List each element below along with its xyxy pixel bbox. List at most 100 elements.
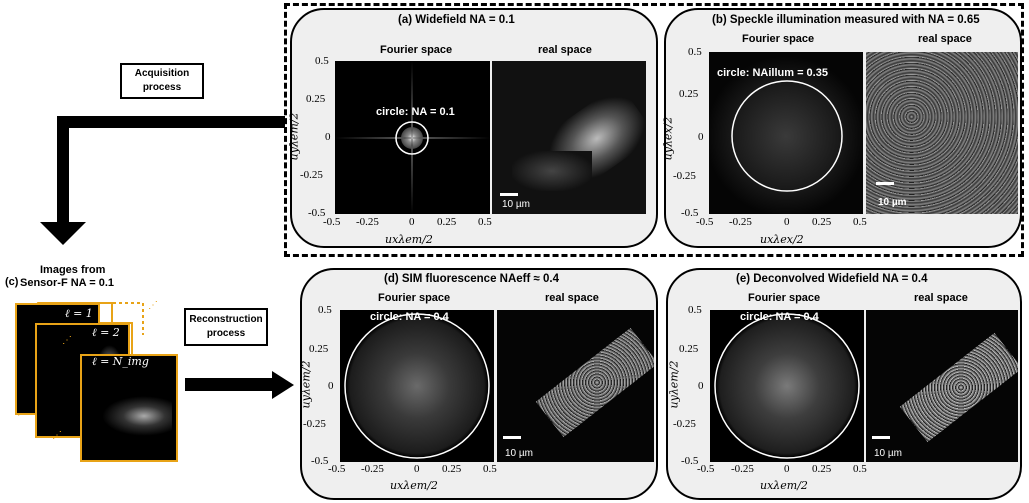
acquisition-process-box: Acquisition process — [120, 63, 204, 99]
reconstruction-process-label: Reconstruction process — [189, 314, 263, 339]
panel-d-ylabel: uyλem/2 — [299, 360, 313, 409]
panel-b-xtick: -0.5 — [696, 216, 714, 228]
stack-dots-right: ⋰ — [148, 300, 159, 311]
panel-a-ytick: -0.25 — [300, 169, 323, 181]
panel-d-xtick: 0.5 — [483, 463, 497, 475]
acquisition-arrow-head — [40, 222, 86, 245]
panel-b-ytick: -0.25 — [673, 170, 696, 182]
panel-b-ylabel: uyλex/2 — [661, 116, 675, 161]
panel-e-ylabel: uyλem/2 — [667, 360, 681, 409]
acquisition-process-label: Acquisition process — [134, 68, 190, 93]
panel-d-xtick: -0.25 — [361, 463, 384, 475]
panel-a-ytick: 0.5 — [315, 55, 329, 67]
panel-b-fourier-image: circle: NAillum = 0.35 — [709, 52, 863, 214]
panel-d-ytick: 0.25 — [309, 343, 329, 355]
stack-panel-label: (c) — [5, 276, 19, 288]
panel-e-fourier-label: Fourier space — [748, 292, 821, 304]
panel-a-xlabel: uxλem/2 — [385, 233, 433, 246]
panel-a-real-label: real space — [538, 44, 592, 56]
frame-2-label: ℓ = 2 — [92, 326, 120, 339]
panel-a-fourier-image: circle: NA = 0.1 — [335, 61, 490, 214]
panel-b-scalebar — [876, 182, 894, 185]
panel-d-xtick: 0.25 — [442, 463, 462, 475]
panel-b-fourier-label: Fourier space — [742, 33, 815, 45]
panel-a-xtick: -0.25 — [356, 216, 379, 228]
frame-N-label: ℓ = N_img — [92, 355, 149, 368]
panel-e-fourier-image: circle: NA = 0.4 — [710, 310, 864, 462]
panel-b-xtick: 0 — [784, 216, 790, 228]
panel-e-real-image: 10 µm — [866, 310, 1018, 462]
panel-d-scalebar — [503, 436, 521, 439]
panel-a-ytick: -0.5 — [308, 207, 326, 219]
panel-e-xtick: 0 — [784, 463, 790, 475]
panel-b-xtick: -0.25 — [729, 216, 752, 228]
panel-e-ytick: -0.25 — [673, 418, 696, 430]
panel-e-ytick: 0 — [698, 380, 704, 392]
panel-d-xtick: 0 — [414, 463, 420, 475]
panel-d-fourier-image: circle: NA = 0.4 — [340, 310, 494, 462]
panel-d-title: (d) SIM fluorescence NAeff ≈ 0.4 — [384, 273, 560, 285]
reconstruction-process-box: Reconstruction process — [184, 308, 268, 346]
frame-1-label: ℓ = 1 — [65, 307, 93, 320]
panel-d-scale-label: 10 µm — [505, 448, 533, 459]
panel-a-xtick: 0 — [409, 216, 415, 228]
acquisition-arrow-vertical — [57, 116, 69, 226]
panel-a-fourier-label: Fourier space — [380, 44, 453, 56]
panel-a-ylabel: uyλem/2 — [287, 112, 301, 161]
panel-b-scale-label: 10 µm — [878, 197, 907, 208]
reconstruction-arrow-shaft — [185, 378, 275, 391]
panel-d-ytick: -0.25 — [303, 418, 326, 430]
panel-d-ytick: -0.5 — [311, 455, 329, 467]
panel-e-xtick: -0.5 — [697, 463, 715, 475]
panel-e-ytick: -0.5 — [681, 455, 699, 467]
panel-b-xtick: 0.25 — [812, 216, 832, 228]
panel-d-circle-label: circle: NA = 0.4 — [370, 311, 449, 323]
panel-a-real-image: 10 µm — [492, 61, 646, 214]
panel-b-ytick: 0.25 — [679, 88, 699, 100]
panel-e-real-label: real space — [914, 292, 968, 304]
panel-d-real-image: 10 µm — [497, 310, 654, 462]
panel-b-ytick: -0.5 — [681, 207, 699, 219]
stack-title-line1: Images from — [40, 264, 106, 276]
panel-e-scalebar — [872, 436, 890, 439]
panel-e-xtick: -0.25 — [731, 463, 754, 475]
panel-b-circle-label: circle: NAillum = 0.35 — [717, 67, 828, 79]
stack-title-line2: Sensor-F NA = 0.1 — [20, 277, 115, 289]
panel-d-real-label: real space — [545, 292, 599, 304]
panel-b-xtick: 0.5 — [853, 216, 867, 228]
panel-a-xtick: 0.5 — [478, 216, 492, 228]
stack-frame-N: ℓ = N_img — [80, 354, 178, 462]
panel-e-xlabel: uxλem/2 — [760, 479, 808, 492]
panel-a-ytick: 0 — [325, 131, 331, 143]
panel-b-xlabel: uxλex/2 — [760, 233, 804, 246]
panel-d-ytick: 0 — [328, 380, 334, 392]
panel-e-xtick: 0.25 — [812, 463, 832, 475]
panel-b-real-label: real space — [918, 33, 972, 45]
panel-b-ytick: 0.5 — [688, 46, 702, 58]
panel-a-xtick: -0.5 — [323, 216, 341, 228]
acquisition-arrow-horizontal — [57, 116, 285, 128]
panel-b-real-image: 10 µm — [866, 52, 1018, 214]
panel-a-title: (a) Widefield NA = 0.1 — [398, 14, 515, 26]
panel-e-circle-label: circle: NA = 0.4 — [740, 311, 819, 323]
acquisition-dashed-frame — [284, 3, 1024, 257]
panel-d-fourier-label: Fourier space — [378, 292, 451, 304]
panel-e-ytick: 0.25 — [679, 343, 699, 355]
panel-a-scalebar — [500, 193, 518, 196]
panel-e-ytick: 0.5 — [688, 304, 702, 316]
panel-e-scale-label: 10 µm — [874, 448, 902, 459]
panel-d-xtick: -0.5 — [328, 463, 346, 475]
stack-dots-bottom: ⋰ — [52, 430, 63, 441]
panel-b-title: (b) Speckle illumination measured with N… — [712, 14, 980, 26]
reconstruction-arrow-head — [272, 371, 294, 399]
panel-d-ytick: 0.5 — [318, 304, 332, 316]
panel-b-ytick: 0 — [698, 131, 704, 143]
panel-e-title: (e) Deconvolved Widefield NA = 0.4 — [736, 273, 928, 285]
panel-e-xtick: 0.5 — [853, 463, 867, 475]
panel-a-ytick: 0.25 — [306, 93, 326, 105]
panel-a-xtick: 0.25 — [437, 216, 457, 228]
panel-a-circle-label: circle: NA = 0.1 — [376, 106, 455, 118]
panel-a-scale-label: 10 µm — [502, 199, 530, 210]
panel-d-xlabel: uxλem/2 — [390, 479, 438, 492]
stack-dots-top: ⋰ — [62, 335, 73, 346]
